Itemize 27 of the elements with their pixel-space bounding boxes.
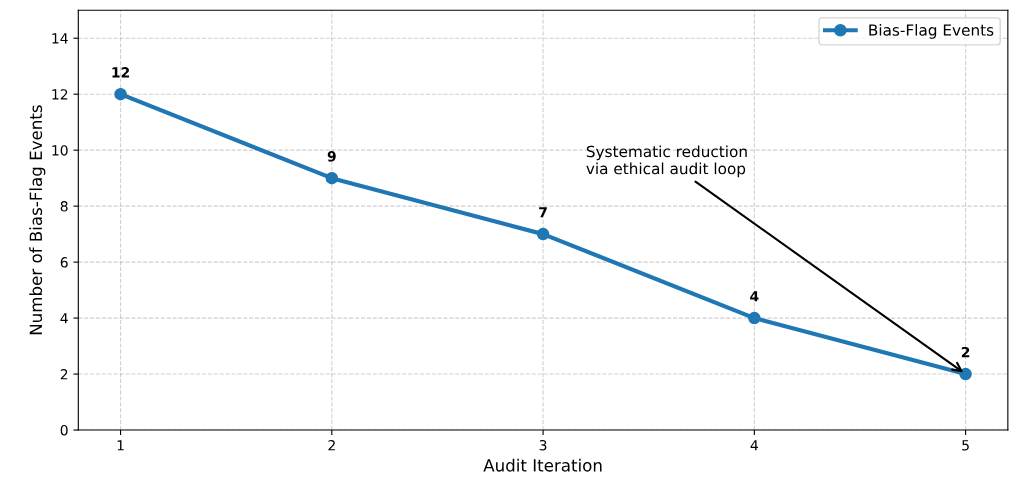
point [959, 367, 972, 381]
point [325, 171, 339, 185]
x-axis-title: Audit Iteration [483, 458, 602, 472]
data-label: 4 [750, 291, 759, 302]
y-tick-label: 14 [52, 33, 68, 44]
data-label: 2 [961, 346, 970, 358]
x-tick-label: 2 [328, 439, 335, 451]
data-label: 9 [327, 151, 336, 162]
y-tick-label: 0 [60, 424, 68, 436]
x-tick-label: 5 [962, 440, 969, 451]
y-tick-label: 12 [52, 89, 68, 100]
x-tick-label: 3 [539, 439, 547, 451]
annotation: Systematic reduction via ethical audit loop [586, 145, 747, 178]
y-tick-label: 4 [60, 313, 68, 324]
x-tick-label: 4 [750, 440, 758, 451]
y-tick-label: 6 [60, 257, 68, 268]
y-tick-label: 2 [60, 369, 68, 380]
y-axis-title: Number of Bias-Flag Events [29, 105, 46, 335]
y-tick-label: 10 [52, 145, 68, 156]
point [748, 311, 761, 325]
x-tick-label: 1 [117, 440, 124, 451]
point [114, 87, 127, 101]
point [536, 227, 550, 241]
data-label: 12 [112, 67, 130, 78]
legend-label: Bias-Flag Events [869, 23, 994, 39]
data-label: 7 [539, 207, 547, 218]
y-tick-label: 8 [60, 201, 68, 212]
